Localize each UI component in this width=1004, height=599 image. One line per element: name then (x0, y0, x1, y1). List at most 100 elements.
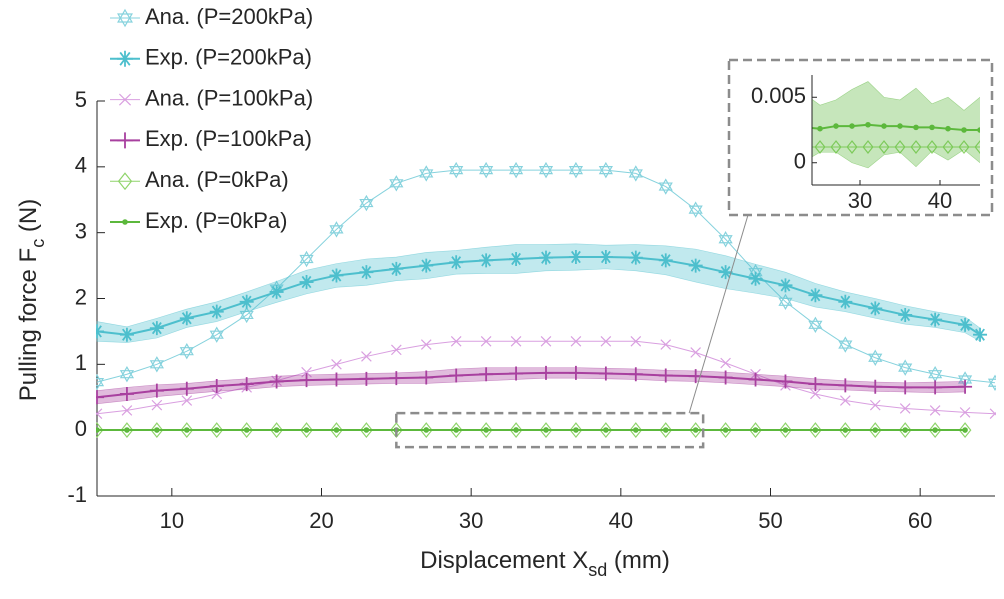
marker (209, 304, 224, 319)
marker (628, 250, 643, 265)
marker (299, 250, 314, 268)
marker (568, 161, 584, 179)
marker (120, 422, 134, 439)
marker (718, 370, 733, 385)
marker (483, 427, 489, 433)
marker (974, 140, 980, 154)
marker (184, 427, 190, 433)
series-line (96, 169, 996, 384)
marker (449, 368, 464, 383)
marker (869, 399, 881, 411)
marker (958, 379, 973, 394)
marker (598, 161, 613, 179)
marker (179, 381, 194, 396)
marker (539, 250, 553, 265)
marker (926, 140, 938, 154)
marker (598, 250, 613, 265)
marker (96, 324, 104, 339)
marker (898, 422, 912, 439)
legend-label: Exp. (P=200kPa) (145, 45, 312, 70)
marker (598, 366, 613, 381)
marker (894, 140, 906, 154)
marker (840, 395, 851, 406)
marker (569, 422, 583, 439)
marker (479, 367, 494, 382)
marker (329, 221, 344, 238)
marker (389, 175, 404, 192)
marker (243, 427, 250, 433)
marker (989, 408, 996, 420)
marker (687, 141, 697, 153)
marker (509, 252, 524, 266)
marker (122, 219, 128, 225)
marker (539, 365, 553, 380)
inset-x-tick-label: 40 (928, 188, 952, 213)
marker (423, 427, 430, 433)
marker (689, 422, 703, 439)
marker (838, 378, 853, 393)
marker (808, 377, 823, 392)
x-label-sub: sd (588, 560, 607, 580)
marker (449, 161, 464, 179)
marker (674, 132, 678, 136)
marker (543, 427, 549, 433)
marker (449, 255, 464, 270)
marker (119, 327, 134, 342)
y-tick-label: 2 (75, 284, 87, 309)
inset-frame (727, 58, 994, 217)
marker (899, 403, 911, 414)
marker (209, 379, 224, 394)
y-label-main: Pulling force F (15, 248, 42, 401)
legend-label: Ana. (P=200kPa) (145, 4, 313, 29)
marker (329, 372, 344, 387)
y-tick-label: 0 (75, 416, 87, 441)
marker (211, 388, 223, 400)
marker (96, 427, 100, 433)
marker (994, 128, 998, 132)
marker (718, 265, 733, 280)
marker (603, 427, 609, 433)
marker (690, 347, 701, 358)
marker (479, 422, 493, 439)
marker (961, 127, 967, 133)
marker (628, 367, 643, 382)
marker (749, 422, 762, 439)
x-tick-label: 50 (758, 508, 782, 533)
marker (96, 390, 104, 405)
legend-label: Exp. (P=100kPa) (145, 126, 312, 151)
marker (929, 124, 935, 131)
inset-y-tick-label: 0 (794, 149, 806, 174)
y-label-sub: c (28, 239, 48, 248)
marker (96, 408, 103, 420)
marker (510, 335, 522, 347)
y-label-space (15, 232, 42, 239)
marker (508, 161, 524, 179)
marker (928, 366, 943, 383)
marker (779, 422, 792, 439)
marker (213, 427, 220, 433)
marker (419, 370, 434, 385)
marker (706, 129, 710, 133)
marker (868, 422, 882, 439)
x-label-main: Displacement X (420, 547, 588, 574)
marker (932, 427, 938, 433)
marker (910, 140, 922, 154)
marker (809, 422, 822, 439)
marker (453, 427, 460, 433)
marker (688, 201, 703, 218)
marker (181, 395, 193, 406)
marker (299, 373, 314, 388)
marker (117, 50, 133, 67)
x-tick-label: 10 (160, 508, 184, 533)
marker (688, 258, 703, 273)
marker (830, 140, 842, 154)
inset-y-tick-label: 0.005 (751, 83, 806, 108)
marker (117, 132, 133, 149)
inset-x-tick-label: 30 (848, 188, 872, 213)
y-axis-label: Pulling force Fc (N) (15, 199, 47, 401)
marker (480, 335, 492, 347)
x-axis-label: Displacement Xsd (mm) (420, 547, 670, 579)
marker (849, 123, 855, 129)
marker (269, 374, 284, 389)
marker (149, 383, 164, 398)
